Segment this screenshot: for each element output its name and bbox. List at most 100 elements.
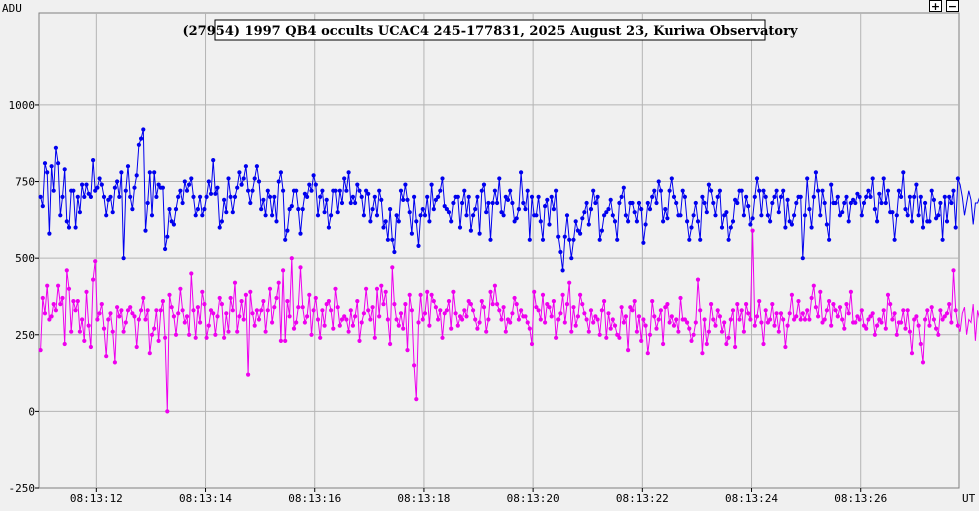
data-point	[835, 194, 840, 199]
data-point	[907, 194, 913, 199]
data-point	[377, 314, 382, 319]
data-point	[195, 207, 200, 212]
data-point	[350, 323, 355, 328]
data-point	[497, 176, 502, 181]
data-point	[309, 332, 314, 337]
data-point	[717, 314, 723, 319]
data-point	[595, 194, 600, 199]
data-point	[62, 167, 67, 172]
data-point	[213, 332, 218, 337]
data-point	[606, 207, 611, 212]
data-point	[191, 194, 196, 199]
data-point	[412, 363, 417, 368]
data-point	[630, 200, 635, 206]
data-point	[610, 213, 615, 218]
data-point	[222, 197, 227, 202]
data-point	[213, 191, 218, 196]
data-point	[534, 305, 539, 310]
data-point	[309, 188, 314, 193]
data-point	[787, 219, 792, 224]
data-point	[484, 329, 489, 334]
data-point	[259, 308, 264, 313]
data-point	[211, 311, 216, 316]
data-point	[776, 210, 781, 215]
data-point	[556, 234, 561, 239]
data-point	[69, 329, 74, 334]
x-tick-label: 08:13:16	[288, 492, 341, 505]
data-point	[920, 360, 926, 365]
data-point	[267, 194, 273, 199]
data-point	[416, 243, 421, 248]
data-point	[634, 329, 640, 334]
data-point	[634, 219, 640, 224]
data-point	[115, 179, 120, 184]
data-point	[554, 335, 559, 340]
data-point	[276, 179, 281, 184]
zoom-in-button[interactable]: +	[929, 0, 942, 13]
data-point	[477, 320, 482, 325]
data-point	[685, 219, 690, 224]
data-point	[641, 317, 646, 322]
data-point	[215, 185, 220, 190]
data-point	[385, 237, 390, 242]
data-point	[398, 311, 404, 316]
data-point	[571, 305, 576, 310]
data-point	[171, 222, 176, 227]
data-point	[578, 231, 583, 236]
data-point	[623, 213, 629, 218]
data-point	[405, 197, 410, 202]
data-point	[77, 329, 82, 334]
data-point	[453, 311, 458, 316]
data-point	[156, 338, 161, 343]
data-point	[805, 308, 810, 313]
data-point	[674, 317, 679, 322]
data-point	[508, 320, 513, 325]
data-point	[632, 210, 637, 215]
data-point	[42, 311, 48, 316]
data-point	[645, 351, 650, 356]
data-point	[949, 320, 954, 325]
zoom-out-button[interactable]: −	[946, 0, 959, 13]
data-point	[222, 335, 227, 340]
data-point	[374, 213, 380, 218]
data-point	[540, 237, 546, 242]
data-point	[84, 289, 89, 294]
data-point	[348, 308, 353, 313]
data-point	[778, 194, 784, 199]
data-point	[848, 289, 854, 294]
data-point	[462, 188, 467, 193]
data-point	[656, 179, 661, 184]
data-point	[276, 280, 281, 285]
data-point	[840, 317, 845, 322]
data-point	[905, 308, 910, 313]
data-point	[824, 222, 830, 227]
data-point	[226, 176, 231, 181]
data-point	[396, 323, 401, 328]
data-point	[394, 213, 399, 218]
data-point	[451, 200, 456, 206]
data-point	[248, 289, 253, 294]
data-point	[750, 228, 755, 233]
data-point	[259, 207, 264, 212]
data-point	[427, 323, 432, 328]
data-point	[267, 286, 273, 291]
data-point	[248, 200, 253, 206]
data-point	[123, 320, 128, 325]
y-tick-label: 500	[15, 252, 35, 265]
data-point	[551, 207, 557, 212]
data-point	[829, 323, 834, 328]
data-point	[239, 299, 244, 304]
data-point	[774, 188, 779, 193]
data-point	[40, 295, 45, 301]
data-point	[101, 194, 107, 199]
data-point	[505, 197, 511, 202]
data-point	[315, 317, 321, 322]
data-point	[208, 308, 214, 313]
data-point	[104, 354, 109, 359]
data-point	[709, 302, 714, 307]
data-point	[294, 320, 299, 325]
data-point	[595, 317, 600, 322]
data-point	[66, 225, 72, 230]
data-point	[160, 185, 165, 190]
